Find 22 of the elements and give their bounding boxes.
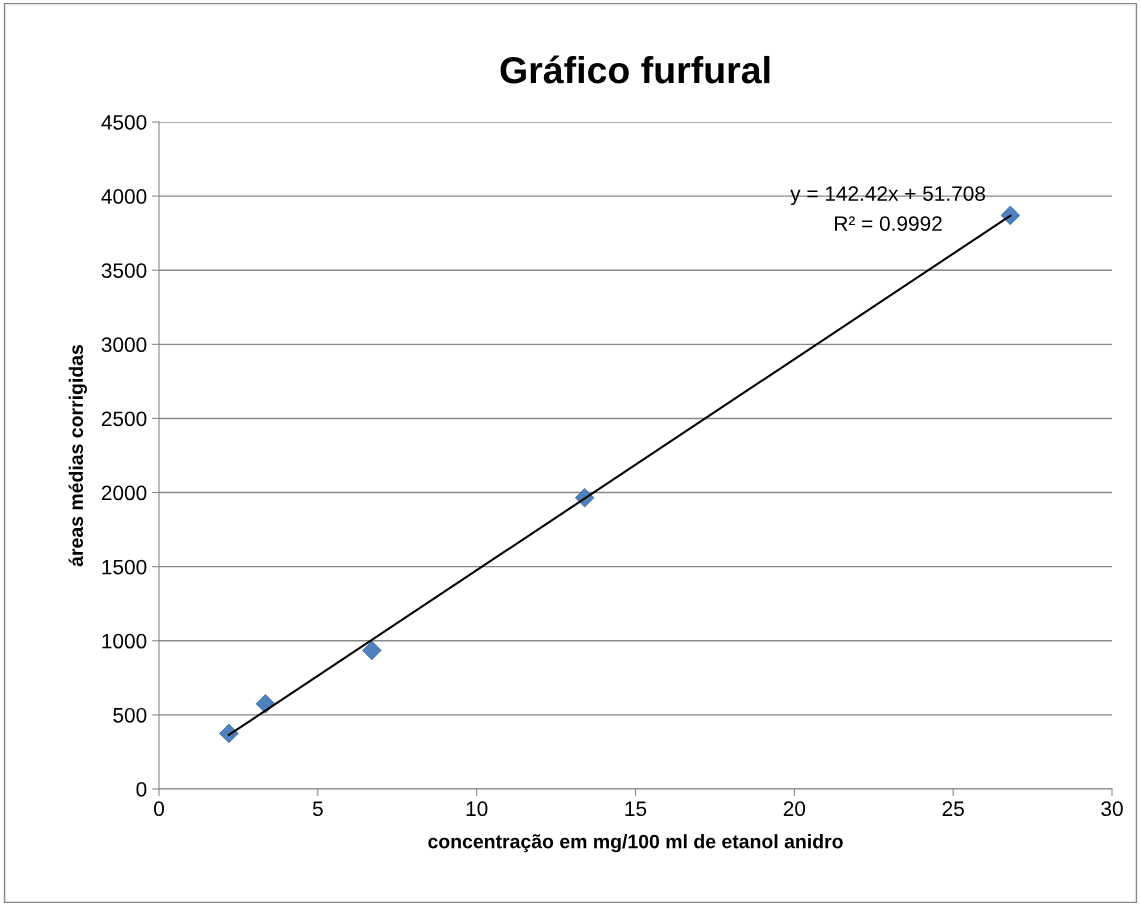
y-tick-label: 500 [113,707,147,723]
x-tick-label: 10 [466,801,488,817]
x-tick-label: 25 [942,801,964,817]
annotation: y = 142.42x + 51.708 [790,186,986,206]
y-tick-label: 1500 [102,559,147,575]
x-axis-title: concentração em mg/100 ml de etanol anidro [428,834,843,853]
x-tick-label: 15 [625,801,647,817]
y-tick-label: 1000 [102,633,147,649]
x-tick-label: 20 [783,801,806,817]
y-tick-label: 4000 [101,189,147,204]
y-tick-label: 2000 [101,485,147,501]
y-tick-label: 0 [136,782,147,797]
x-tick-label: 0 [154,801,164,817]
chart-title: Gráfico furfural [500,55,770,84]
y-tick-label: 3500 [101,263,147,278]
annotation: R² = 0.9992 [835,216,942,231]
x-tick-label: 5 [312,801,323,817]
y-tick-label: 2500 [101,411,147,427]
x-tick-label: 30 [1101,801,1123,817]
y-tick-label: 4500 [101,115,147,130]
y-axis-title: áreas médias corrigidas [68,344,87,567]
y-tick-label: 3000 [101,337,147,353]
